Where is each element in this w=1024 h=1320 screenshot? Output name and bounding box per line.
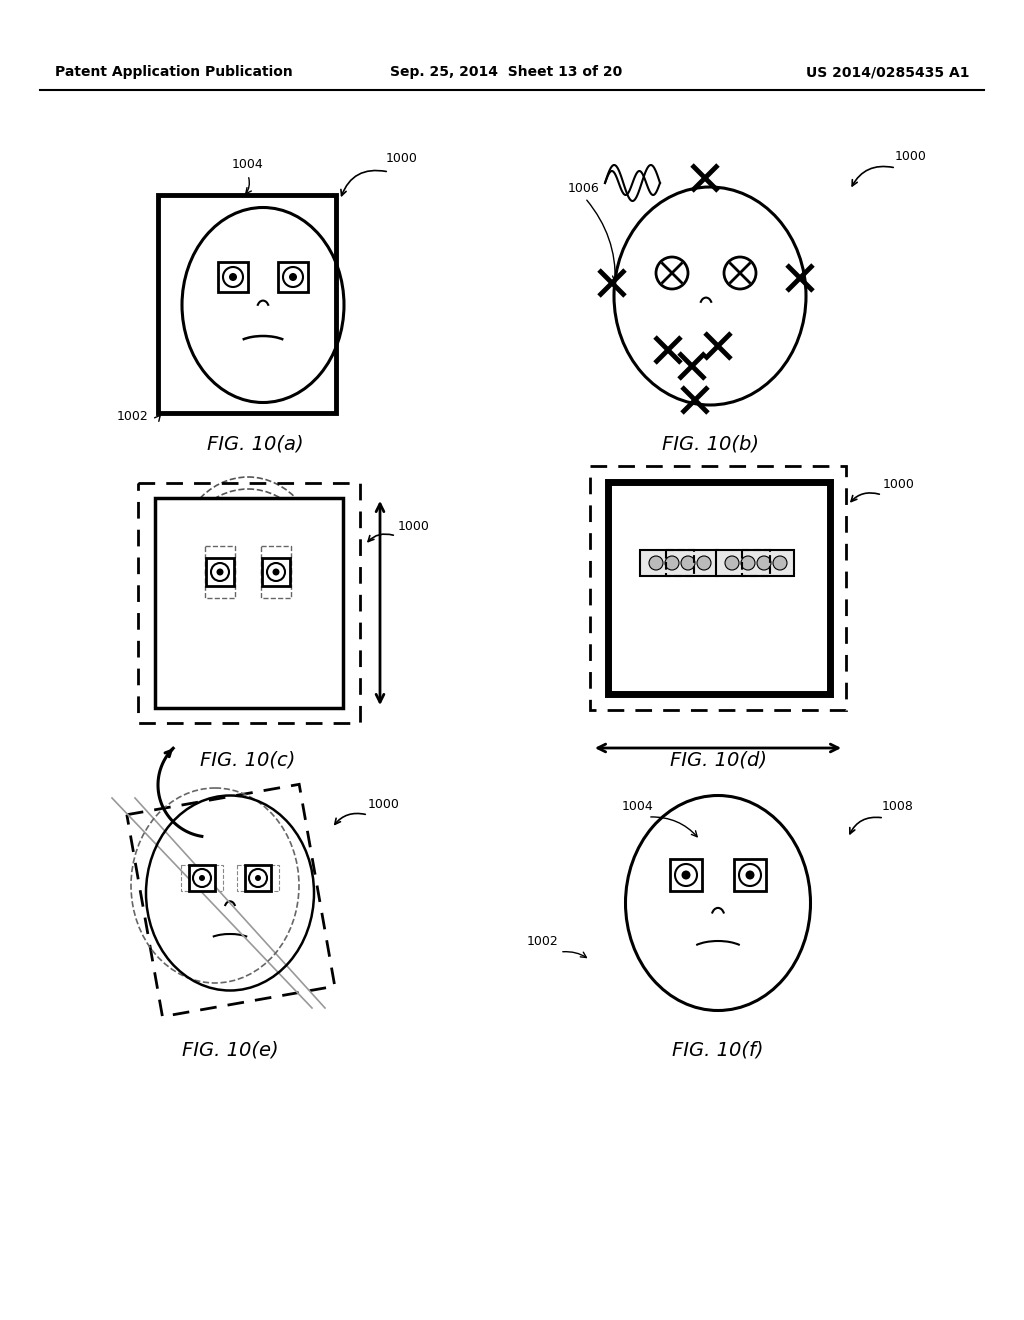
Circle shape — [272, 569, 280, 576]
Bar — [640, 550, 718, 576]
Bar — [155, 498, 343, 708]
Circle shape — [229, 273, 237, 281]
Text: 1000: 1000 — [398, 520, 430, 533]
Bar — [261, 546, 291, 574]
Circle shape — [216, 569, 223, 576]
Text: FIG. 10(c): FIG. 10(c) — [201, 750, 296, 770]
Bar — [734, 859, 766, 891]
Circle shape — [682, 870, 690, 879]
Circle shape — [211, 564, 229, 581]
Circle shape — [739, 865, 761, 886]
Circle shape — [249, 869, 267, 887]
Bar — [138, 483, 360, 723]
Bar — [158, 195, 336, 413]
Text: 1000: 1000 — [368, 799, 400, 810]
Bar — [205, 546, 234, 574]
Bar — [245, 865, 271, 891]
Bar — [716, 550, 794, 576]
Text: FIG. 10(d): FIG. 10(d) — [670, 750, 767, 770]
Circle shape — [757, 556, 771, 570]
Bar — [127, 784, 335, 1016]
Bar — [181, 865, 207, 891]
Bar — [608, 482, 830, 694]
Text: Patent Application Publication: Patent Application Publication — [55, 65, 293, 79]
Bar — [742, 550, 770, 576]
Text: 1004: 1004 — [232, 158, 264, 172]
Text: 1002: 1002 — [526, 935, 558, 948]
Text: FIG. 10(b): FIG. 10(b) — [662, 436, 759, 454]
Text: 1008: 1008 — [882, 800, 913, 813]
Circle shape — [741, 556, 755, 570]
Bar — [197, 865, 223, 891]
Bar — [262, 558, 290, 586]
Bar — [237, 865, 263, 891]
Text: FIG. 10(e): FIG. 10(e) — [181, 1040, 279, 1059]
Circle shape — [255, 875, 261, 880]
Bar — [253, 865, 279, 891]
Circle shape — [675, 865, 697, 886]
Bar — [666, 550, 694, 576]
Circle shape — [193, 869, 211, 887]
Text: Sep. 25, 2014  Sheet 13 of 20: Sep. 25, 2014 Sheet 13 of 20 — [390, 65, 623, 79]
Text: 1000: 1000 — [895, 150, 927, 162]
Text: FIG. 10(a): FIG. 10(a) — [207, 436, 303, 454]
Circle shape — [773, 556, 787, 570]
Circle shape — [267, 564, 285, 581]
Text: 1000: 1000 — [883, 478, 914, 491]
Circle shape — [697, 556, 711, 570]
Circle shape — [745, 870, 755, 879]
Circle shape — [283, 267, 303, 286]
Text: US 2014/0285435 A1: US 2014/0285435 A1 — [807, 65, 970, 79]
Text: 1002: 1002 — [117, 411, 148, 422]
Bar — [218, 261, 248, 292]
Circle shape — [725, 556, 739, 570]
Bar — [189, 865, 215, 891]
Text: 1000: 1000 — [386, 152, 418, 165]
Circle shape — [199, 875, 205, 880]
Text: 1004: 1004 — [623, 800, 654, 813]
Bar — [590, 466, 846, 710]
Circle shape — [223, 267, 243, 286]
Circle shape — [681, 556, 695, 570]
Text: FIG. 10(f): FIG. 10(f) — [672, 1040, 764, 1059]
Bar — [205, 570, 234, 598]
Bar — [670, 859, 702, 891]
Bar — [261, 570, 291, 598]
Bar — [278, 261, 308, 292]
Circle shape — [289, 273, 297, 281]
Bar — [206, 558, 234, 586]
Circle shape — [665, 556, 679, 570]
Circle shape — [649, 556, 663, 570]
Text: 1006: 1006 — [568, 182, 600, 195]
